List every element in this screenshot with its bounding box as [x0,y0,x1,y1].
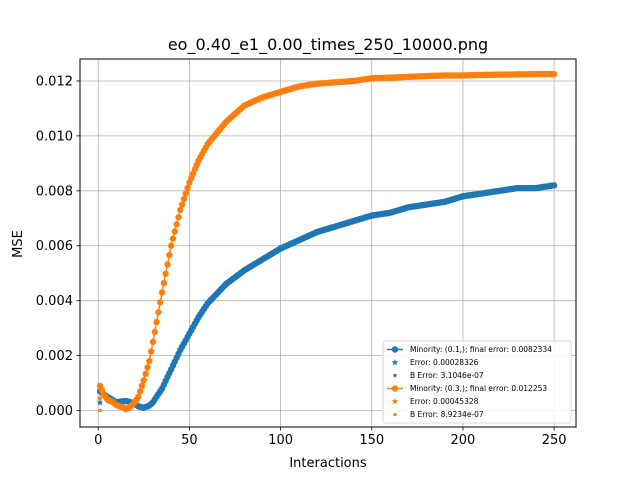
data-point [157,299,164,306]
y-tick-label: 0.008 [36,184,73,199]
data-point [550,70,558,78]
x-tick-label: 150 [359,433,384,448]
data-point [166,251,173,259]
series-1 [96,182,558,411]
error-star-point [96,394,104,401]
legend-label: Minority: (0.3,); final error: 0.012253 [410,384,547,393]
legend-label: B Error: 8.9234e-07 [410,410,484,419]
legend-marker [393,412,397,417]
legend-marker [393,373,397,378]
plot-frame [79,58,577,428]
data-point [171,228,179,235]
x-tick-label: 200 [451,433,476,448]
x-tick-label: 50 [181,433,198,448]
legend-marker [391,397,399,405]
data-point [146,357,153,365]
legend-entry: B Error: 8.9234e-07 [393,410,484,419]
data-point [184,184,191,192]
legend-entry: Minority: (0.3,); final error: 0.012253 [387,384,547,393]
x-tick-label: 100 [268,433,293,448]
data-point [169,235,177,242]
data-point [151,328,158,336]
y-tick-label: 0.002 [36,349,73,364]
series-layer [96,70,558,413]
data-point [158,289,166,296]
data-point [173,221,180,228]
legend-marker [391,346,399,353]
y-tick-label: 0.006 [36,239,73,254]
data-point [136,388,144,395]
y-tick-label: 0.004 [36,294,73,309]
legend-marker [391,385,399,392]
data-point [144,364,151,371]
b-error-point [98,408,102,413]
legend-label: B Error: 3.1046e-07 [410,371,484,380]
y-tick-label: 0.000 [36,404,73,419]
data-point [135,393,142,400]
data-point [153,318,160,326]
legend: Minority: (0.1,); final error: 0.0082334… [382,340,572,424]
data-point [175,213,182,221]
legend-label: Error: 0.00045328 [410,397,479,406]
legend-entry: Minority: (0.1,); final error: 0.0082334 [387,345,552,354]
data-point [140,377,148,384]
data-point [162,270,169,277]
x-axis-title: Interactions [289,456,367,471]
data-point [155,309,162,316]
error-star-point [96,399,104,406]
legend-entry: Error: 0.00028326 [391,358,479,367]
y-tick-label: 0.012 [36,74,73,89]
legend-entry: B Error: 3.1046e-07 [393,371,484,380]
data-point [147,348,155,355]
legend-label: Error: 0.00028326 [410,358,479,367]
data-point [138,382,146,390]
x-tick-label: 250 [542,433,567,448]
legend-marker [391,358,399,366]
data-point [167,242,175,249]
data-point [164,261,171,268]
x-tick-label: 0 [94,433,102,448]
data-point [180,195,188,203]
series-2 [96,70,558,413]
y-axis-title: MSE [11,230,26,258]
chart-title: eo_0.40_e1_0.00_times_250_10000.png [168,35,488,55]
data-point [178,201,186,208]
data-point [142,370,149,378]
legend-label: Minority: (0.1,); final error: 0.0082334 [410,345,552,354]
data-point [182,190,189,197]
axes: 0 50 100 150 200 250 0.000 0.002 0.004 0.006 0.008… [36,74,567,448]
data-point [160,279,168,287]
data-point [149,338,157,346]
y-tick-label: 0.010 [36,129,73,144]
legend-box [382,340,572,424]
data-point [177,206,184,214]
legend-entry: Error: 0.00045328 [391,397,479,406]
data-point [550,182,558,189]
